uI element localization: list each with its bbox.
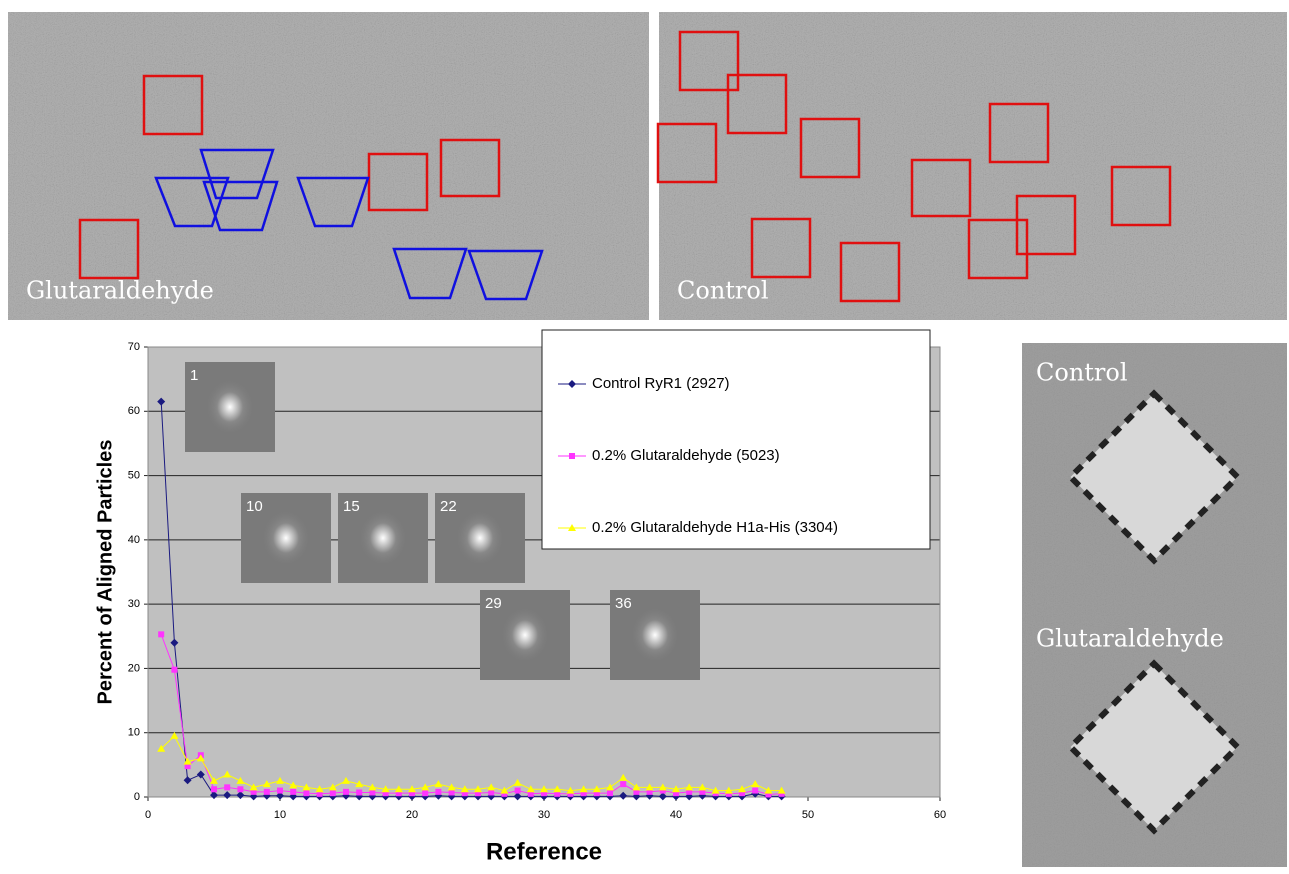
y-tick-label: 70 <box>128 341 140 353</box>
inset-particle <box>499 605 551 665</box>
data-point <box>277 788 283 794</box>
x-axis-label: Reference <box>486 838 602 865</box>
data-point <box>515 788 521 794</box>
inset-particle <box>260 508 312 568</box>
inset-particle <box>204 377 256 437</box>
data-point <box>237 786 243 792</box>
data-point <box>356 790 362 796</box>
data-point <box>290 789 296 795</box>
data-point <box>330 790 336 796</box>
inset-label: 10 <box>246 498 263 515</box>
data-point <box>343 789 349 795</box>
y-tick-label: 50 <box>128 469 140 481</box>
x-tick-label: 20 <box>406 809 418 821</box>
legend-marker <box>569 453 575 459</box>
inset-label: 1 <box>190 367 198 384</box>
data-point <box>369 790 375 796</box>
data-point <box>422 790 428 796</box>
data-point <box>158 631 164 637</box>
data-point <box>607 790 613 796</box>
y-tick-label: 40 <box>128 534 140 546</box>
data-point <box>488 790 494 796</box>
data-point <box>435 789 441 795</box>
inset-label: 22 <box>440 498 457 515</box>
data-point <box>211 786 217 792</box>
data-point <box>449 790 455 796</box>
x-tick-label: 40 <box>670 809 682 821</box>
inset-particle <box>629 605 681 665</box>
panel-label: Glutaraldehyde <box>26 277 214 305</box>
x-tick-label: 60 <box>934 809 946 821</box>
data-point <box>264 789 270 795</box>
inset-label: 29 <box>485 595 502 612</box>
legend-label: Control RyR1 (2927) <box>592 375 730 392</box>
data-point <box>224 784 230 790</box>
y-tick-label: 30 <box>128 598 140 610</box>
legend-label: 0.2% Glutaraldehyde (5023) <box>592 447 780 464</box>
micrograph-noise <box>8 12 649 320</box>
panel-label: Control <box>677 277 769 305</box>
legend-box <box>542 330 930 549</box>
inset-label: 36 <box>615 595 632 612</box>
data-point <box>303 790 309 796</box>
legend-label: 0.2% Glutaraldehyde H1a-His (3304) <box>592 519 838 536</box>
y-axis-label: Percent of Aligned Particles <box>94 440 116 705</box>
x-tick-label: 10 <box>274 809 286 821</box>
inset-label: 15 <box>343 498 360 515</box>
data-point <box>171 667 177 673</box>
x-tick-label: 50 <box>802 809 814 821</box>
y-tick-label: 20 <box>128 662 140 674</box>
y-tick-label: 60 <box>128 405 140 417</box>
x-tick-label: 30 <box>538 809 550 821</box>
data-point <box>620 781 626 787</box>
y-tick-label: 0 <box>134 791 140 803</box>
x-tick-label: 0 <box>145 809 151 821</box>
panel-label: Glutaraldehyde <box>1036 625 1224 653</box>
panel-label: Control <box>1036 359 1128 387</box>
data-point <box>752 788 758 794</box>
figure: Glutaraldehyde Control Control Glutarald… <box>0 0 1289 869</box>
y-tick-label: 10 <box>128 727 140 739</box>
inset-particle <box>454 508 506 568</box>
inset-particle <box>357 508 409 568</box>
